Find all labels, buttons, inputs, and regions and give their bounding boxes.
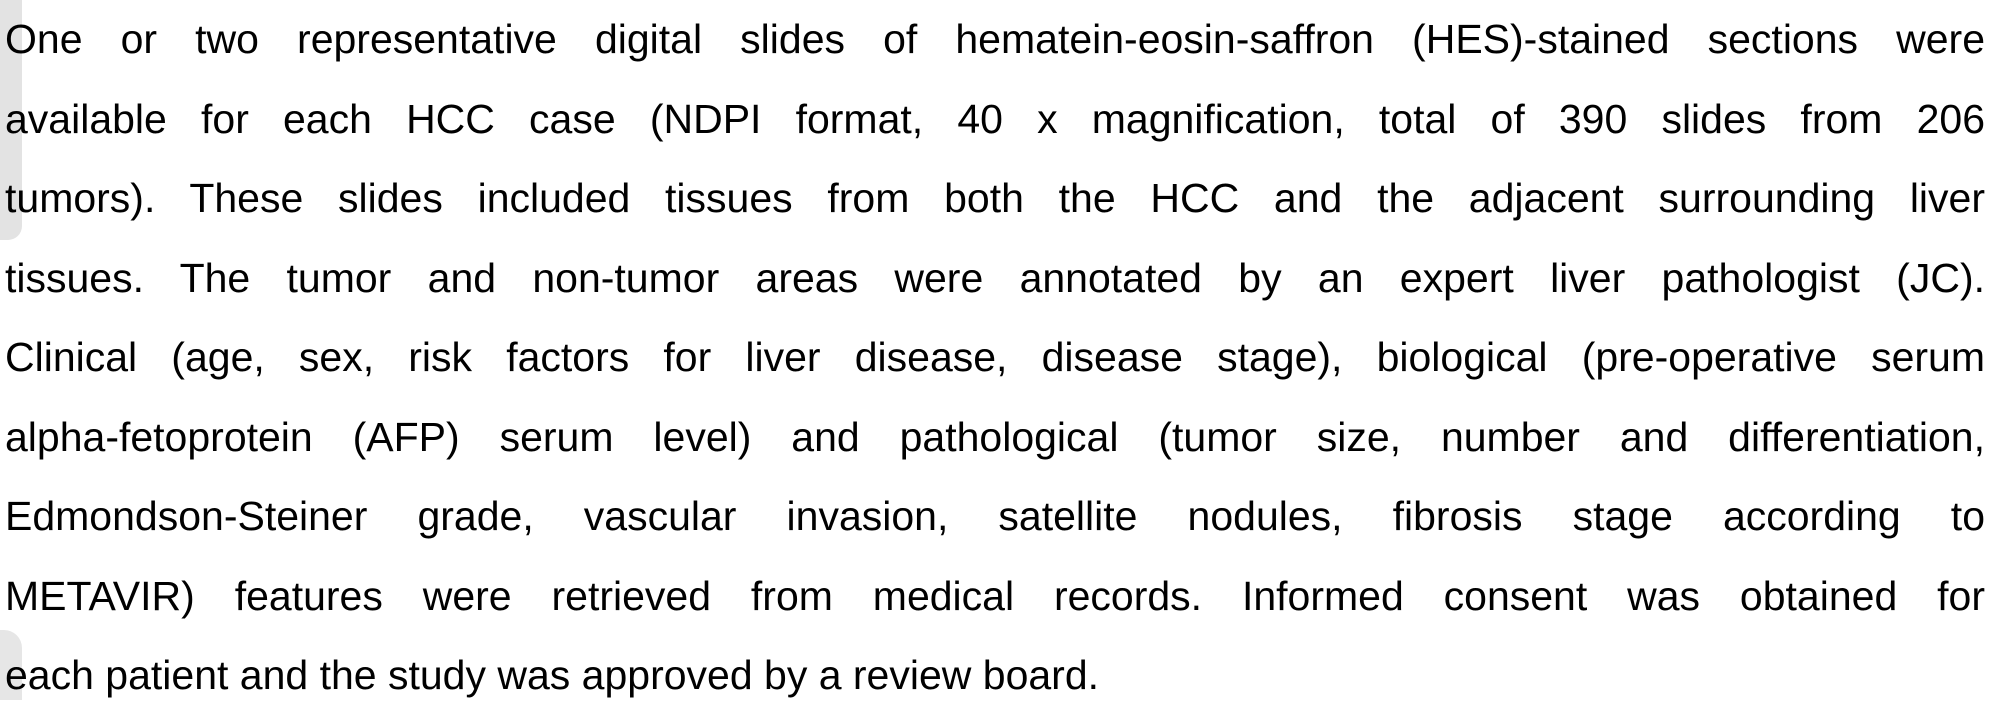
document-page: One or two representative digital slides… <box>0 0 1985 700</box>
paragraph-line-4: tissues. The tumor and non-tumor areas w… <box>5 254 1985 301</box>
paragraph-line-2: available for each HCC case (NDPI format… <box>5 95 1985 142</box>
margin-watermark-bottom <box>0 630 22 700</box>
paragraph-line-7: Edmondson-Steiner grade, vascular invasi… <box>5 493 1985 539</box>
paragraph-line-8: METAVIR) features were retrieved from me… <box>5 572 1985 619</box>
margin-watermark-top <box>0 0 22 240</box>
body-paragraph: One or two representative digital slides… <box>5 0 1985 716</box>
paragraph-line-5: Clinical (age, sex, risk factors for liv… <box>5 334 1985 380</box>
paragraph-line-6: alpha-fetoprotein (AFP) serum level) and… <box>5 413 1985 460</box>
paragraph-line-9: each patient and the study was approved … <box>5 652 1100 698</box>
paragraph-line-3: tumors). These slides included tissues f… <box>5 175 1985 221</box>
paragraph-line-1: One or two representative digital slides… <box>5 16 1985 62</box>
